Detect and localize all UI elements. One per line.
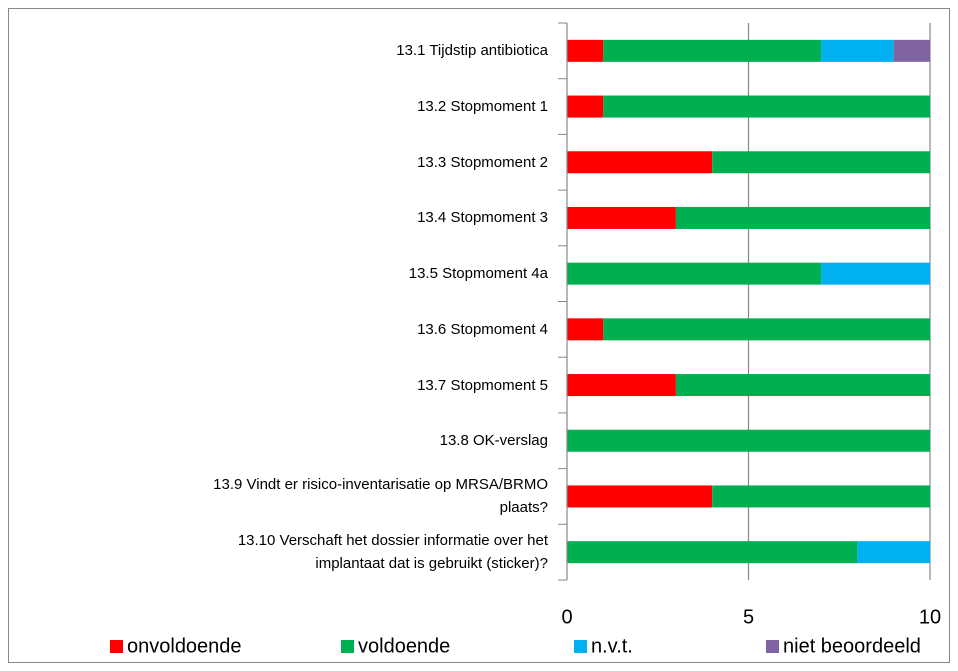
legend-label: n.v.t.	[591, 635, 633, 657]
bar-segment	[675, 374, 930, 397]
x-tick-label: 10	[919, 606, 941, 628]
bar-segment	[567, 151, 713, 174]
legend-swatch	[341, 640, 354, 653]
bar-segment	[567, 541, 858, 564]
bar-segment	[567, 262, 822, 285]
bar-segment	[567, 39, 604, 62]
x-tick-label: 0	[561, 606, 572, 628]
legend-swatch	[766, 640, 779, 653]
bar-segment	[857, 541, 930, 564]
bar-segment	[567, 429, 930, 452]
bar-segment	[821, 39, 894, 62]
bar-segment	[567, 318, 604, 341]
bar-segment	[567, 95, 604, 118]
y-tick-label: 13.10 Verschaft het dossier informatie o…	[237, 532, 548, 573]
legend-swatch	[110, 640, 123, 653]
y-tick-label: 13.5 Stopmoment 4a	[408, 265, 548, 283]
legend-label: voldoende	[358, 635, 450, 657]
bar-segment	[567, 485, 713, 508]
y-tick-label: 13.6 Stopmoment 4	[417, 320, 548, 338]
legend-label: niet beoordeeld	[783, 635, 921, 657]
y-tick-label: 13.3 Stopmoment 2	[417, 153, 548, 171]
bar-segment	[567, 374, 676, 397]
bar-segment	[712, 485, 930, 508]
bar-segment	[893, 39, 930, 62]
x-tick-label: 5	[743, 606, 754, 628]
bar-segment	[603, 39, 822, 62]
y-tick-label: 13.1 Tijdstip antibiotica	[396, 42, 548, 60]
bar-segment	[603, 95, 930, 118]
legend-swatch	[574, 640, 587, 653]
bar-segment	[712, 151, 930, 174]
y-tick-label: 13.8 OK-verslag	[439, 432, 548, 450]
bar-segment	[675, 206, 930, 229]
y-tick-label: 13.7 Stopmoment 5	[417, 376, 548, 394]
legend-label: onvoldoende	[127, 635, 242, 657]
bar-segment	[567, 206, 676, 229]
bar-segment	[821, 262, 930, 285]
y-tick-label: 13.9 Vindt er risico-inventarisatie op M…	[213, 476, 548, 517]
y-tick-label: 13.2 Stopmoment 1	[417, 98, 548, 116]
bar-segment	[603, 318, 930, 341]
y-tick-label: 13.4 Stopmoment 3	[417, 209, 548, 227]
